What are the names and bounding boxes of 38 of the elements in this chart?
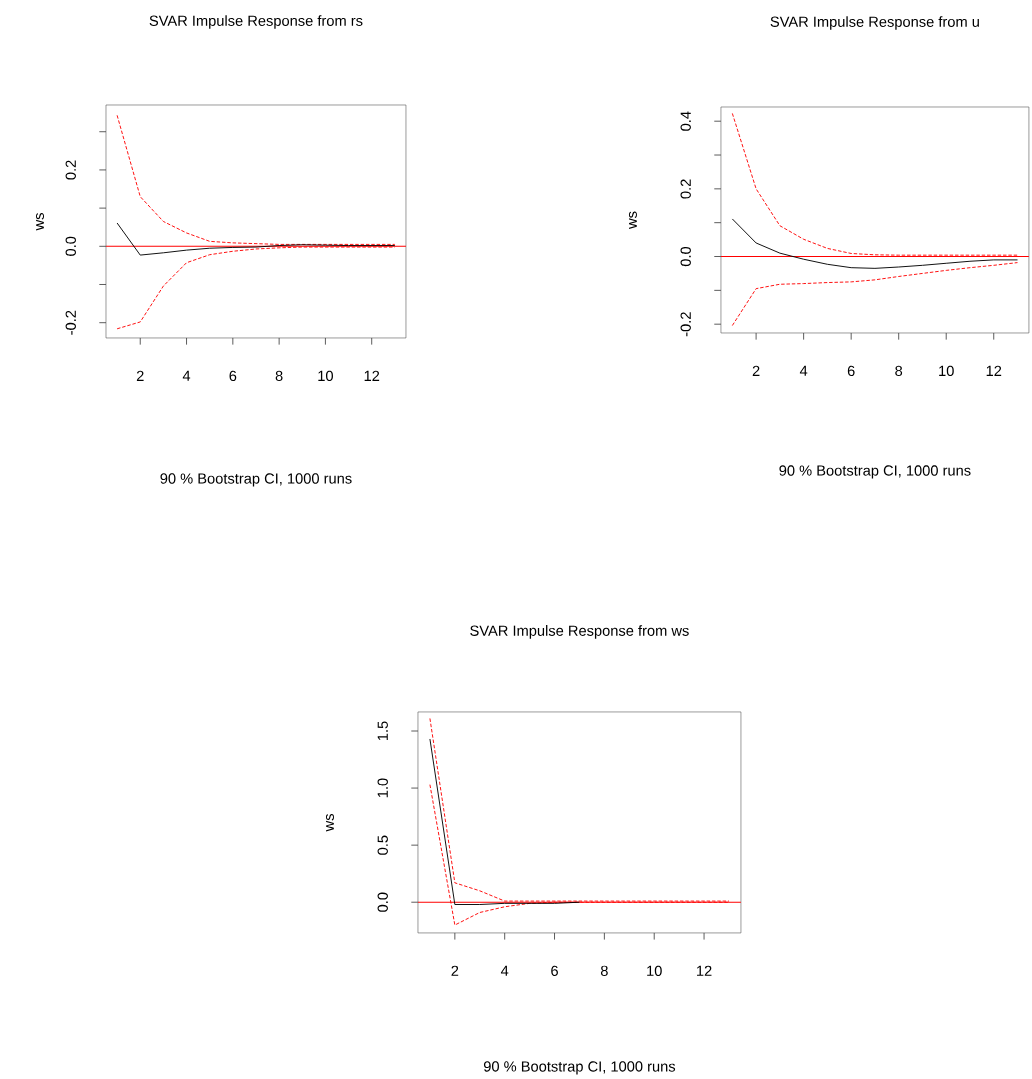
y-tick-label: 0.2 xyxy=(680,179,691,199)
x-tick-label: 10 xyxy=(939,365,954,377)
x-tick-label: 8 xyxy=(600,965,608,977)
y-tick-label: 0.5 xyxy=(377,835,388,855)
x-tick-label: 4 xyxy=(500,965,509,976)
x-tick-label: 10 xyxy=(647,965,662,977)
x-tick-label: 6 xyxy=(847,365,855,377)
y-axis-title: ws xyxy=(326,814,335,832)
y-tick-label: 1.0 xyxy=(377,778,388,798)
x-axis-title: 90 % Bootstrap CI, 1000 runs xyxy=(779,465,971,479)
y-tick-label: 1.5 xyxy=(377,721,388,741)
x-tick-label: 10 xyxy=(318,370,334,382)
y-tick-label: 0.2 xyxy=(65,160,76,180)
x-tick-label: 8 xyxy=(895,365,903,377)
y-tick-label: -0.2 xyxy=(65,310,76,335)
x-tick-label: 6 xyxy=(551,965,559,977)
x-tick-label: 12 xyxy=(364,370,380,381)
x-axis-title: 90 % Bootstrap CI, 1000 runs xyxy=(483,1061,676,1075)
x-tick-label: 2 xyxy=(752,365,760,376)
y-axis-title: ws xyxy=(36,213,45,231)
x-tick-label: 12 xyxy=(697,965,712,976)
y-tick-label: 0.4 xyxy=(680,111,691,131)
chart-title: SVAR Impulse Response from ws xyxy=(470,625,689,639)
y-tick-label: 0.0 xyxy=(377,892,388,912)
y-tick-label: -0.2 xyxy=(680,312,691,337)
x-tick-label: 8 xyxy=(275,370,283,382)
x-tick-label: 12 xyxy=(986,365,1002,376)
x-tick-label: 2 xyxy=(136,370,144,381)
y-tick-label: 0.0 xyxy=(680,246,691,267)
y-axis-title: ws xyxy=(628,211,637,229)
chart-title: SVAR Impulse Response from u xyxy=(770,16,979,30)
x-tick-label: 4 xyxy=(182,370,191,381)
x-tick-label: 4 xyxy=(799,365,808,376)
x-axis-title: 90 % Bootstrap CI, 1000 runs xyxy=(160,473,352,487)
x-tick-label: 6 xyxy=(229,370,237,382)
chart-title: SVAR Impulse Response from rs xyxy=(149,15,363,29)
y-tick-label: 0.0 xyxy=(65,236,76,256)
x-tick-label: 2 xyxy=(451,965,459,976)
